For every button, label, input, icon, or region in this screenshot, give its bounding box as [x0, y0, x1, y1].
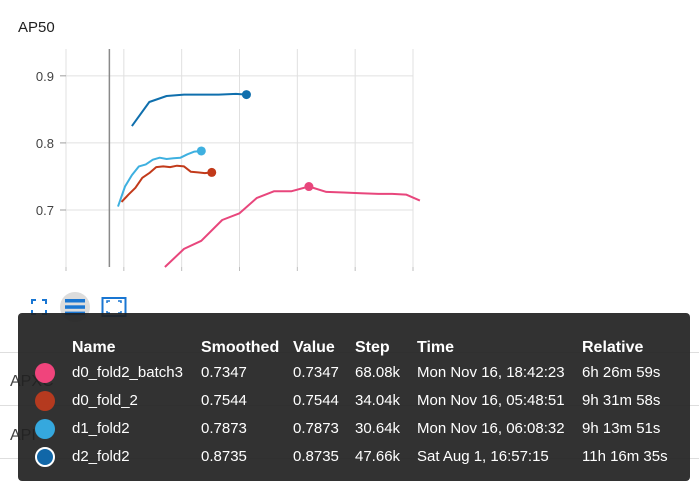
row-name: d2_fold2: [72, 448, 130, 465]
row-smoothed: 0.7873: [201, 420, 247, 437]
series-marker-d2_fold2: [241, 90, 251, 100]
y-tick-label: 0.7: [36, 203, 54, 218]
header-value: Value: [293, 339, 335, 356]
header-smoothed: Smoothed: [201, 339, 280, 356]
row-smoothed: 0.7347: [201, 364, 247, 381]
series-line-d0_fold2_batch3: [164, 185, 421, 268]
header-relative: Relative: [582, 339, 644, 356]
row-value: 0.7873: [293, 420, 339, 437]
series-line-d2_fold2: [131, 92, 247, 127]
series-line-d0_fold_2: [120, 164, 212, 203]
row-step: 30.64k: [355, 420, 401, 437]
row-time: Sat Aug 1, 16:57:15: [417, 448, 549, 465]
series-color-dot: [35, 419, 55, 439]
row-smoothed: 0.7544: [201, 392, 247, 409]
y-tick-label: 0.9: [36, 69, 54, 84]
row-step: 47.66k: [355, 448, 401, 465]
row-time: Mon Nov 16, 05:48:51: [417, 392, 565, 409]
row-value: 0.7347: [293, 364, 339, 381]
row-relative: 6h 26m 59s: [582, 364, 661, 381]
row-time: Mon Nov 16, 18:42:23: [417, 364, 565, 381]
row-value: 0.8735: [293, 448, 339, 465]
row-time: Mon Nov 16, 06:08:32: [417, 420, 565, 437]
series-color-dot: [35, 447, 55, 467]
series-marker-d0_fold_2: [207, 167, 217, 177]
ap50-chart[interactable]: 0.9 0.8 0.7: [0, 0, 699, 300]
header-time: Time: [417, 339, 455, 356]
fullscreen-button[interactable]: [24, 292, 54, 322]
tooltip-row: d2_fold2 0.8735 0.8735 47.66k Sat Aug 1, 16:…: [18, 444, 690, 470]
tooltip-row: d0_fold2_batch3 0.7347 0.7347 68.08k Mon Nov…: [18, 360, 690, 386]
tooltip-row: d1_fold2 0.7873 0.7873 30.64k Mon Nov 16, 06…: [18, 416, 690, 442]
tooltip-header-row: Name Smoothed Value Step Time Relative: [18, 335, 690, 361]
row-step: 34.04k: [355, 392, 401, 409]
series-marker-d1_fold2: [196, 146, 206, 156]
row-relative: 11h 16m 35s: [582, 448, 668, 465]
row-relative: 9h 13m 51s: [582, 420, 661, 437]
row-value: 0.7544: [293, 392, 339, 409]
row-smoothed: 0.8735: [201, 448, 247, 465]
row-name: d0_fold2_batch3: [72, 364, 183, 381]
tooltip-row: d0_fold_2 0.7544 0.7544 34.04k Mon Nov 16, 0…: [18, 388, 690, 414]
series-line-d1_fold2: [117, 150, 202, 207]
chart-title: AP50: [18, 19, 55, 36]
row-relative: 9h 31m 58s: [582, 392, 661, 409]
fullscreen-icon: [31, 299, 47, 315]
series-marker-d0_fold2_batch3: [304, 182, 314, 192]
header-step: Step: [355, 339, 390, 356]
row-name: d0_fold_2: [72, 392, 138, 409]
series-color-dot: [35, 363, 55, 383]
data-tooltip: Name Smoothed Value Step Time Relative d…: [18, 313, 690, 481]
row-step: 68.08k: [355, 364, 401, 381]
series-color-dot: [35, 391, 55, 411]
y-tick-label: 0.8: [36, 136, 54, 151]
header-name: Name: [72, 339, 116, 356]
row-name: d1_fold2: [72, 420, 130, 437]
